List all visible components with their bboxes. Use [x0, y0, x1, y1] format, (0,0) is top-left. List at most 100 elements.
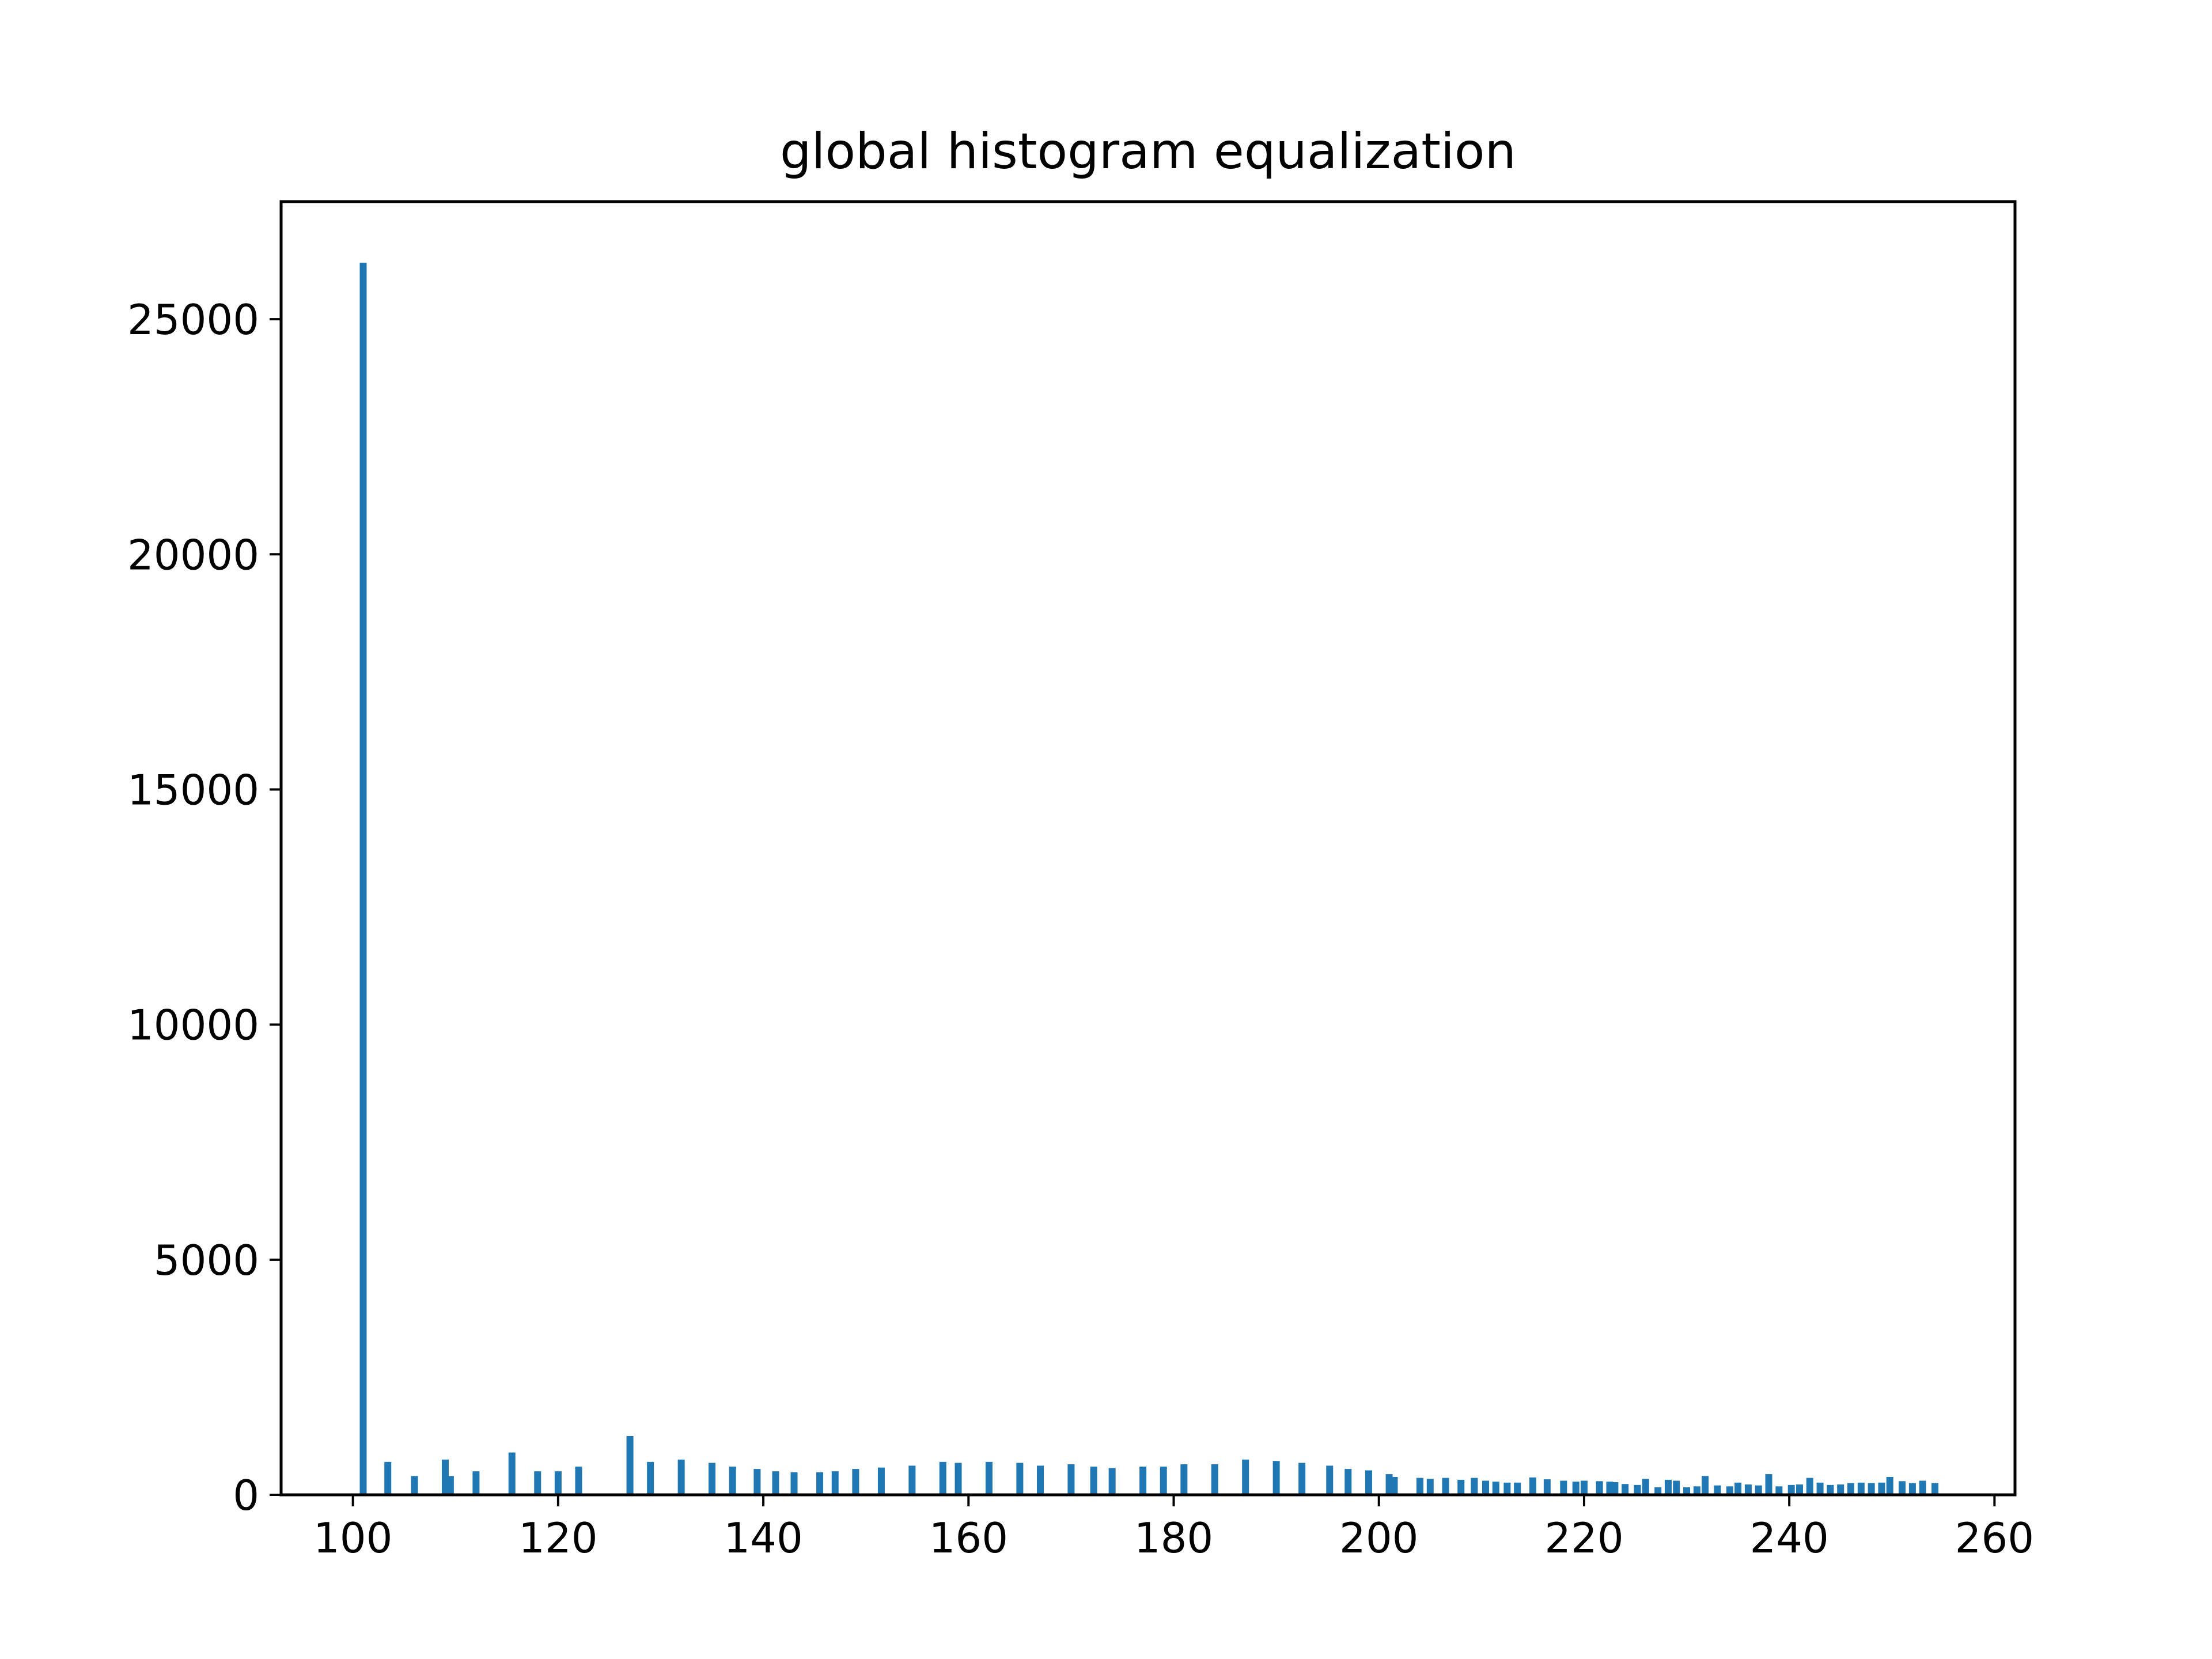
y-tick-label: 5000 [154, 1236, 259, 1285]
histogram-bar [677, 1459, 685, 1495]
histogram-bar [359, 263, 367, 1495]
bars-group [359, 263, 1939, 1495]
histogram-bar [1837, 1484, 1844, 1495]
histogram-bar [1090, 1467, 1097, 1495]
histogram-bar [1654, 1487, 1662, 1495]
histogram-bar [1543, 1479, 1551, 1495]
histogram-bar [1492, 1482, 1499, 1495]
histogram-bar [1139, 1467, 1147, 1495]
histogram-bar [1596, 1481, 1603, 1495]
histogram-bar [729, 1467, 736, 1495]
y-tick-label: 10000 [127, 1001, 259, 1050]
histogram-bar [1211, 1464, 1218, 1495]
histogram-bar [1744, 1484, 1752, 1495]
histogram-bar [939, 1461, 946, 1495]
histogram-bar [1886, 1476, 1893, 1495]
histogram-bar [753, 1469, 761, 1495]
histogram-bar [1642, 1479, 1649, 1495]
histogram-bar [1919, 1480, 1926, 1495]
histogram-bar [1016, 1463, 1024, 1495]
histogram-bar [1775, 1486, 1783, 1495]
histogram-bar [1572, 1482, 1580, 1495]
y-tick-label: 0 [233, 1471, 259, 1520]
histogram-bar [554, 1471, 562, 1495]
histogram-bar [1580, 1480, 1588, 1495]
x-axis: 100 120 140 160 180 200 220 240 260 [313, 1495, 2034, 1562]
histogram-bar [1272, 1461, 1280, 1495]
chart-title: global histogram equalization [780, 123, 1516, 180]
histogram-bar [772, 1471, 779, 1495]
histogram-bar [384, 1461, 392, 1495]
histogram-bar [1180, 1464, 1188, 1495]
x-tick-label: 100 [313, 1514, 392, 1562]
y-axis: 0 5000 10000 15000 20000 25000 [127, 296, 281, 1520]
histogram-bar [816, 1472, 824, 1495]
histogram-bar [1714, 1485, 1721, 1495]
histogram-bar [1816, 1482, 1824, 1495]
histogram-bar [1482, 1480, 1489, 1495]
histogram-bar [852, 1469, 859, 1495]
histogram-bar [446, 1476, 454, 1495]
x-tick-label: 180 [1134, 1514, 1213, 1562]
histogram-bar [1868, 1483, 1875, 1495]
y-tick-label: 25000 [127, 296, 259, 344]
histogram-bar [1457, 1479, 1465, 1495]
histogram-bar [1416, 1478, 1423, 1495]
histogram-bar [575, 1467, 582, 1495]
histogram-bar [1796, 1484, 1803, 1495]
histogram-bar [472, 1471, 480, 1495]
histogram-bar [1787, 1484, 1795, 1495]
x-tick-label: 260 [1955, 1514, 2034, 1562]
histogram-bar [1765, 1474, 1772, 1495]
histogram-bar [1693, 1486, 1700, 1495]
histogram-bar [985, 1461, 993, 1495]
histogram-bar [1673, 1480, 1680, 1495]
histogram-bar [1702, 1476, 1709, 1495]
histogram-bar [1298, 1463, 1306, 1495]
y-tick-label: 20000 [127, 531, 259, 579]
x-tick-label: 240 [1749, 1514, 1828, 1562]
histogram-bar [647, 1461, 654, 1495]
histogram-bar [1847, 1483, 1855, 1495]
x-tick-label: 140 [724, 1514, 802, 1562]
x-tick-label: 160 [929, 1514, 1008, 1562]
histogram-bar [1344, 1469, 1352, 1495]
histogram-bar [1878, 1482, 1885, 1495]
histogram-bar [1036, 1465, 1044, 1495]
histogram-bar [1857, 1482, 1865, 1495]
histogram-bar [1503, 1482, 1511, 1495]
histogram-bar [1471, 1478, 1478, 1495]
histogram-bar [1755, 1485, 1762, 1495]
histogram-bar [411, 1476, 418, 1495]
histogram-bar [1634, 1484, 1641, 1495]
histogram-bar [831, 1471, 839, 1495]
histogram-bar [1726, 1486, 1733, 1495]
histogram-bar [709, 1463, 716, 1495]
histogram-bar [1931, 1483, 1939, 1495]
x-tick-label: 200 [1339, 1514, 1418, 1562]
histogram-bar [877, 1467, 885, 1495]
y-tick-label: 15000 [127, 766, 259, 814]
histogram-bar [1529, 1477, 1536, 1495]
histogram-bar [1067, 1464, 1075, 1495]
x-tick-label: 120 [518, 1514, 597, 1562]
histogram-bar [1160, 1467, 1167, 1495]
histogram-bar [1514, 1482, 1521, 1495]
histogram-bar [1622, 1484, 1629, 1495]
histogram-bar [626, 1435, 634, 1495]
histogram-bar [955, 1463, 962, 1495]
histogram-bar [1442, 1478, 1449, 1495]
histogram-bar [534, 1471, 541, 1495]
x-tick-label: 220 [1544, 1514, 1623, 1562]
histogram-bar [1108, 1468, 1116, 1495]
plot-frame [279, 200, 2017, 1497]
histogram-bar [1827, 1484, 1834, 1495]
histogram-bar [1326, 1465, 1334, 1495]
histogram-bar [1611, 1482, 1619, 1495]
histogram-bar [908, 1465, 916, 1495]
histogram-bar [1908, 1483, 1916, 1495]
histogram-bar [1665, 1479, 1672, 1495]
histogram-bar [508, 1452, 516, 1495]
histogram-bar [1242, 1459, 1249, 1495]
